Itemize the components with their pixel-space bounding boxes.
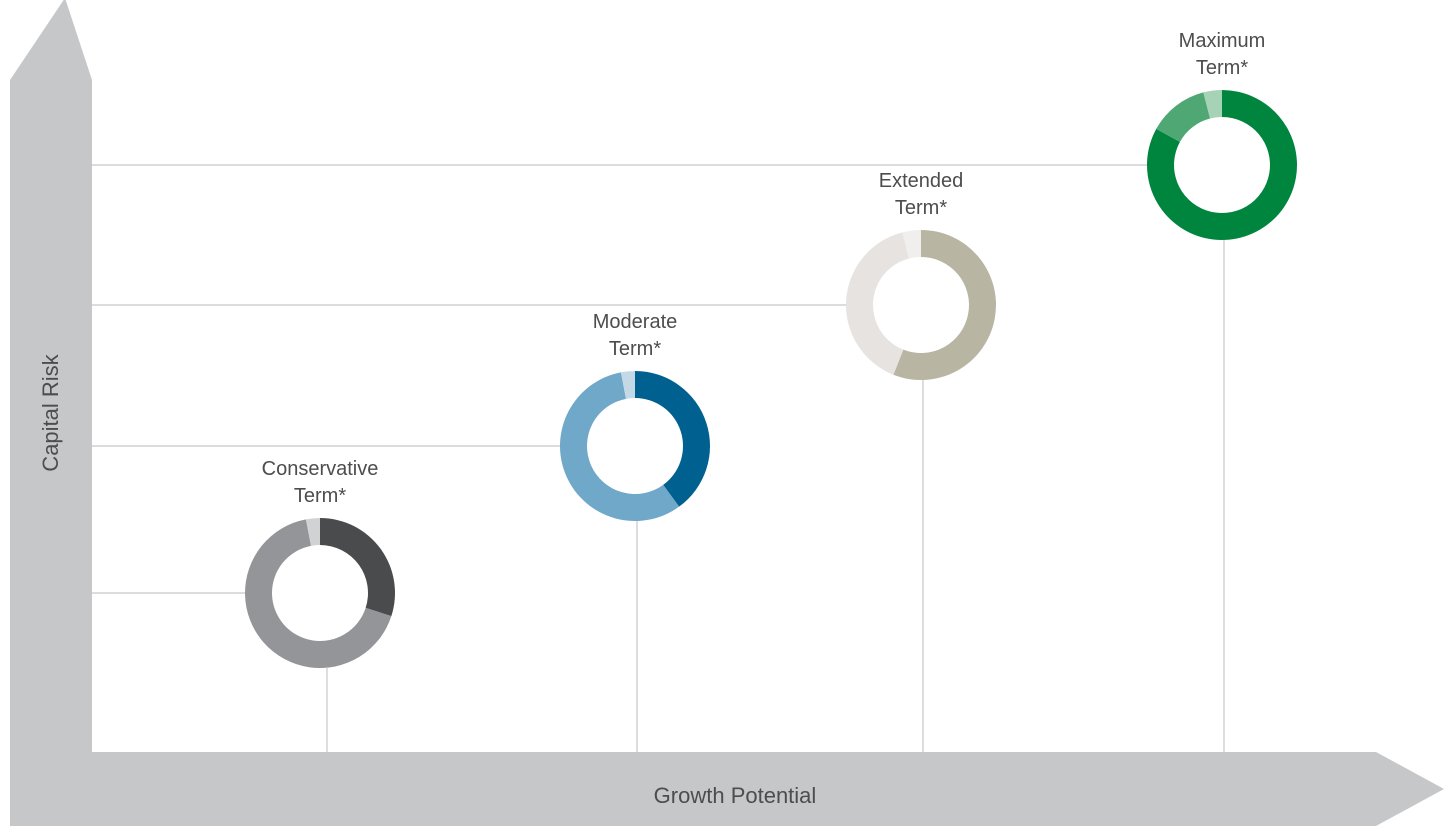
donut-3-segment-3 — [902, 230, 921, 259]
donut-4-label-line1: Maximum — [1179, 30, 1266, 52]
donut-1-segment-1 — [320, 518, 395, 617]
donut-1-label-line2: Term* — [294, 485, 346, 507]
donut-3-segment-1 — [893, 230, 996, 380]
donut-3-segment-2 — [845, 232, 910, 375]
portfolio-donuts: Conservative Term* Moderate Term* Extended Te… — [245, 30, 1297, 668]
guide-lines — [92, 164, 1225, 752]
x-axis-arrow — [10, 752, 1444, 826]
donut-2-segment-3 — [620, 371, 635, 399]
donut-2-label-line2: Term* — [609, 338, 661, 360]
donut-3-label-line1: Extended — [879, 170, 964, 192]
donut-2-segment-1 — [635, 371, 711, 507]
donut-1-segment-3 — [305, 518, 320, 546]
donut-4-segment-2 — [1156, 92, 1211, 142]
donut-1: Conservative Term* — [245, 458, 395, 668]
donut-1-segment-2 — [245, 519, 392, 668]
x-axis-label: Growth Potential — [654, 783, 817, 808]
donut-4: Maximum Term* — [1147, 30, 1297, 240]
donut-4-segment-1 — [1147, 90, 1297, 240]
donut-4-label-line2: Term* — [1196, 57, 1248, 79]
axes — [10, 0, 1444, 826]
y-axis-label: Capital Risk — [38, 353, 63, 471]
donut-2-label-line1: Moderate — [593, 311, 678, 333]
donut-2: Moderate Term* — [560, 311, 711, 521]
donut-4-segment-3 — [1203, 90, 1222, 119]
donut-1-label-line1: Conservative — [262, 458, 379, 480]
donut-3-label-line2: Term* — [895, 197, 947, 219]
donut-2-segment-2 — [560, 372, 680, 521]
donut-3: Extended Term* — [845, 170, 996, 380]
y-axis-arrow — [10, 0, 92, 826]
